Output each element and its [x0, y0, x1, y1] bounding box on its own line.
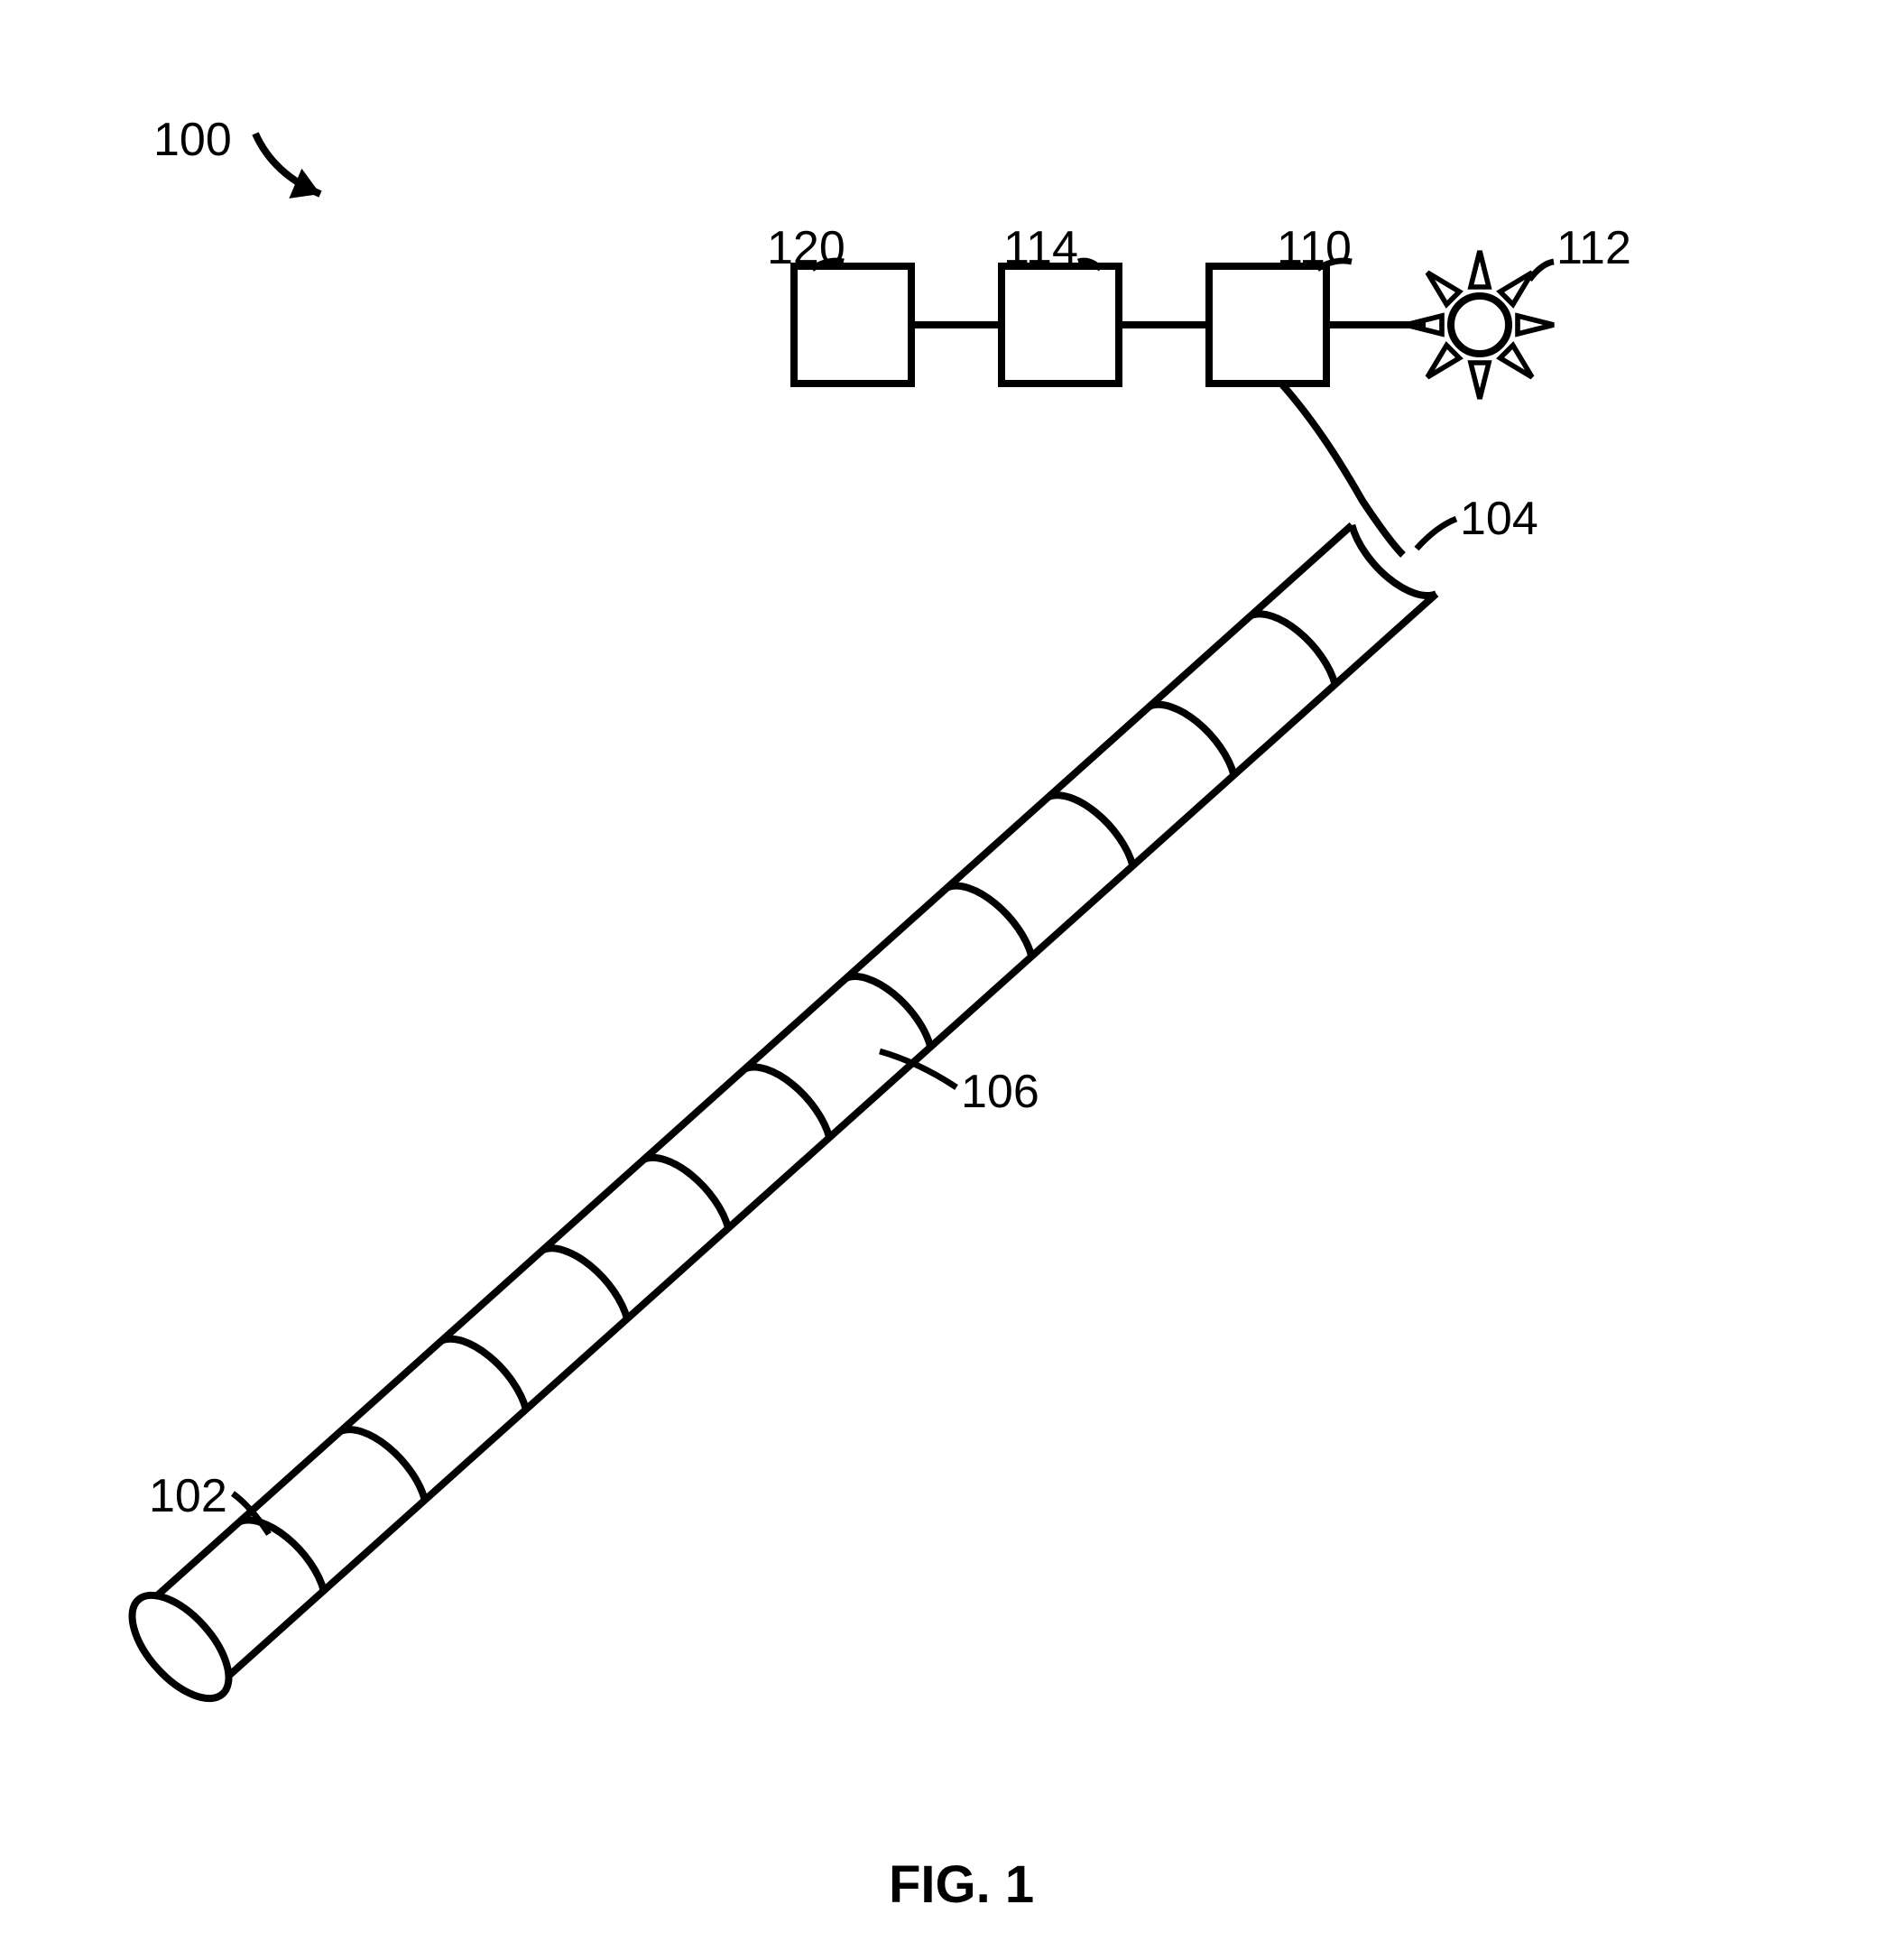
label-120: 120 — [767, 221, 845, 275]
label-110: 110 — [1277, 221, 1352, 275]
label-114: 114 — [1003, 221, 1078, 275]
label-100: 100 — [153, 113, 232, 167]
figure-title: FIG. 1 — [889, 1854, 1034, 1915]
patent-figure — [0, 0, 1893, 1960]
label-104: 104 — [1460, 492, 1538, 546]
label-102: 102 — [149, 1469, 227, 1523]
label-106: 106 — [961, 1065, 1039, 1119]
label-112: 112 — [1556, 221, 1631, 275]
